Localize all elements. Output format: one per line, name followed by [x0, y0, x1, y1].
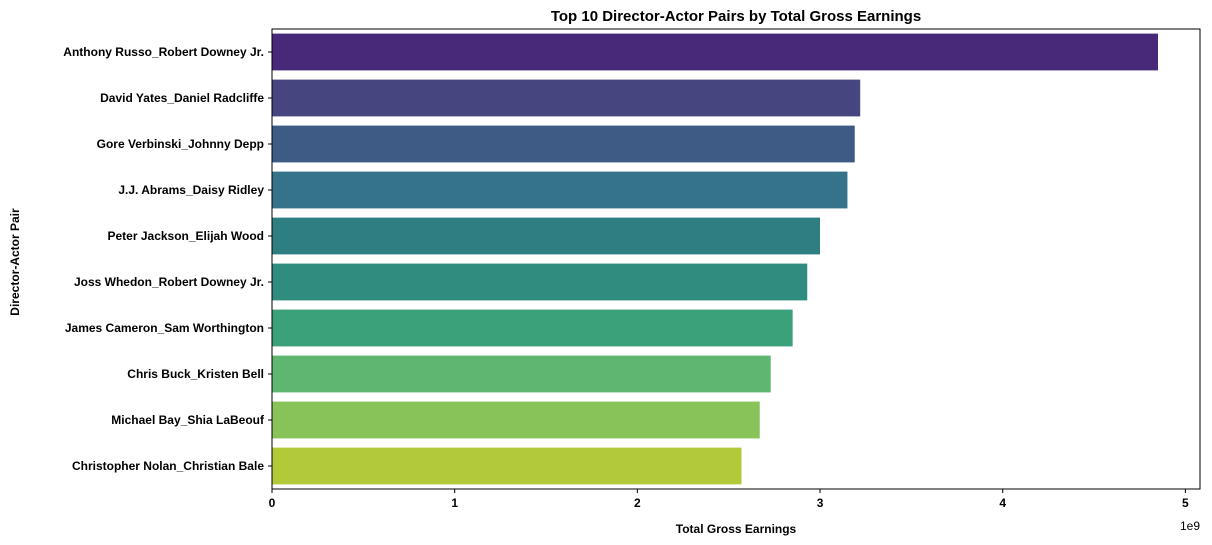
x-axis-label: Total Gross Earnings: [676, 522, 797, 536]
bar: [272, 171, 848, 209]
bar: [272, 263, 808, 301]
x-tick-label: 5: [1182, 496, 1189, 510]
x-tick-label: 0: [269, 496, 276, 510]
bars-group: [272, 33, 1158, 485]
y-tick-label: Gore Verbinski_Johnny Depp: [97, 137, 264, 151]
y-tick-label: Anthony Russo_Robert Downey Jr.: [63, 45, 264, 59]
bar: [272, 217, 821, 255]
y-axis-ticks: Anthony Russo_Robert Downey Jr. David Yat…: [63, 45, 272, 473]
bar: [272, 309, 793, 347]
x-tick-label: 2: [634, 496, 641, 510]
bar: [272, 355, 771, 393]
bar: [272, 79, 861, 117]
y-tick-label: James Cameron_Sam Worthington: [65, 321, 264, 335]
y-tick-label: Michael Bay_Shia LaBeouf: [111, 413, 265, 427]
chart-title: Top 10 Director-Actor Pairs by Total Gro…: [551, 8, 921, 25]
bar: [272, 33, 1158, 71]
y-tick-label: Peter Jackson_Elijah Wood: [108, 229, 265, 243]
y-tick-label: J.J. Abrams_Daisy Ridley: [118, 183, 264, 197]
x-axis-ticks: 0 1 2 3 4 5: [269, 489, 1189, 510]
y-tick-label: Christopher Nolan_Christian Bale: [72, 459, 264, 473]
y-tick-label: Joss Whedon_Robert Downey Jr.: [74, 275, 264, 289]
bar: [272, 447, 742, 485]
y-tick-label: Chris Buck_Kristen Bell: [127, 367, 264, 381]
y-axis-label: Director-Actor Pair: [8, 208, 22, 316]
bar: [272, 401, 760, 439]
plot-frame: [271, 28, 1201, 490]
x-axis-offset-label: 1e9: [1180, 519, 1200, 533]
x-tick-label: 3: [817, 496, 824, 510]
x-tick-label: 1: [451, 496, 458, 510]
bar: [272, 125, 855, 163]
x-tick-label: 4: [999, 496, 1006, 510]
y-tick-label: David Yates_Daniel Radcliffe: [100, 91, 264, 105]
